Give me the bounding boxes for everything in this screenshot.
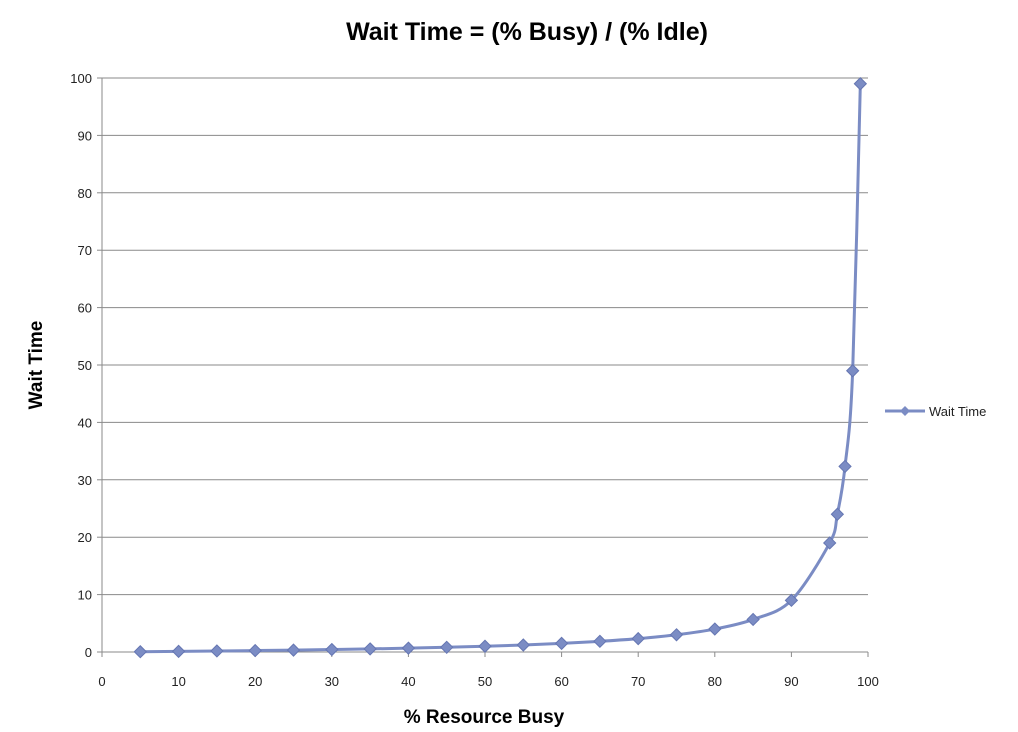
data-point: [669, 628, 684, 642]
x-tick-label: 60: [554, 674, 568, 689]
data-point: [401, 641, 416, 655]
x-tick-label: 100: [857, 674, 879, 689]
data-point: [784, 593, 799, 608]
data-point: [516, 638, 531, 652]
legend-label: Wait Time: [929, 404, 986, 419]
data-point: [845, 364, 860, 378]
data-point: [439, 640, 454, 655]
x-tick-label: 40: [401, 674, 415, 689]
y-tick-label: 30: [78, 473, 92, 488]
data-point: [363, 642, 377, 656]
series-group: [133, 77, 868, 659]
y-tick-label: 100: [70, 71, 92, 86]
y-tick-label: 0: [85, 645, 92, 660]
x-tick-label: 70: [631, 674, 645, 689]
y-tick-label: 50: [78, 358, 92, 373]
data-point: [838, 459, 852, 474]
x-tick-label: 30: [325, 674, 339, 689]
data-point: [478, 639, 492, 653]
x-axis-label: % Resource Busy: [404, 707, 565, 728]
data-point: [853, 77, 868, 91]
x-tick-label: 90: [784, 674, 798, 689]
data-point: [325, 642, 339, 657]
data-point: [286, 643, 301, 657]
data-point: [631, 631, 645, 646]
y-tick-label: 40: [78, 415, 92, 430]
y-tick-label: 60: [78, 301, 92, 316]
data-point: [830, 507, 845, 521]
data-point: [708, 622, 722, 636]
y-tick-label: 70: [78, 243, 92, 258]
gridlines: [102, 77, 868, 596]
x-axis-ticks: 0 10 20 30 40 50 60 70 80 90 100: [98, 652, 879, 689]
y-axis-label: Wait Time: [26, 321, 47, 410]
data-point: [593, 634, 607, 649]
data-point: [822, 536, 837, 550]
data-point: [746, 612, 760, 627]
y-tick-label: 10: [78, 588, 92, 603]
x-tick-label: 10: [171, 674, 185, 689]
data-point: [554, 636, 569, 651]
y-axis-ticks: 0 10 20 30 40 50 60 70 80 90 100: [70, 71, 102, 660]
x-tick-label: 80: [708, 674, 722, 689]
x-tick-label: 50: [478, 674, 492, 689]
data-point: [133, 645, 148, 659]
x-tick-label: 0: [98, 674, 105, 689]
x-tick-label: 20: [248, 674, 262, 689]
y-tick-label: 80: [78, 186, 92, 201]
chart-title: Wait Time = (% Busy) / (% Idle): [346, 18, 708, 46]
legend-marker: [900, 406, 910, 416]
series-line: [140, 83, 862, 654]
legend: Wait Time: [885, 404, 986, 419]
data-point: [248, 643, 262, 658]
y-tick-label: 20: [78, 530, 92, 545]
data-point: [210, 644, 224, 658]
y-tick-label: 90: [78, 128, 92, 143]
data-point: [171, 644, 186, 659]
